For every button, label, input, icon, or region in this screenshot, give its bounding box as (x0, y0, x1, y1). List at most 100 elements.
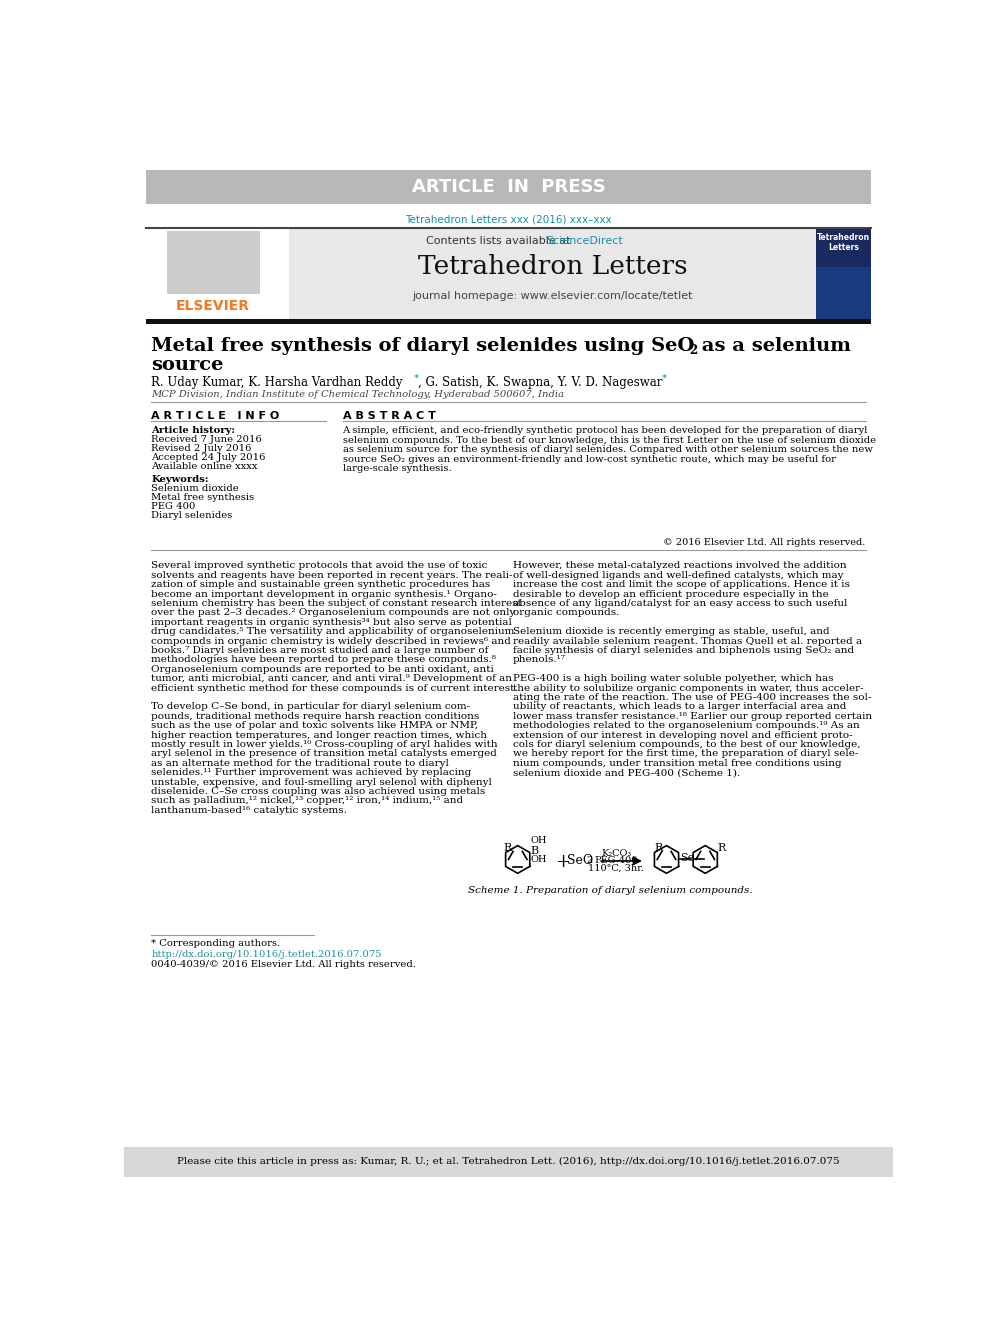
Text: over the past 2–3 decades.² Organoselenium compounds are not only: over the past 2–3 decades.² Organoseleni… (151, 609, 516, 618)
Text: nium compounds, under transition metal free conditions using: nium compounds, under transition metal f… (513, 759, 841, 767)
Text: organic compounds.: organic compounds. (513, 609, 619, 618)
Text: 2: 2 (689, 344, 698, 357)
Text: Selenium dioxide: Selenium dioxide (151, 484, 239, 493)
Bar (146, 228, 289, 319)
Text: Keywords:: Keywords: (151, 475, 208, 484)
Text: Organoselenium compounds are reported to be anti oxidant, anti: Organoselenium compounds are reported to… (151, 664, 494, 673)
Text: 2: 2 (586, 856, 593, 865)
Text: Received 7 June 2016: Received 7 June 2016 (151, 435, 262, 445)
Text: A R T I C L E   I N F O: A R T I C L E I N F O (151, 410, 280, 421)
Text: Available online xxxx: Available online xxxx (151, 462, 258, 471)
Text: higher reaction temperatures, and longer reaction times, which: higher reaction temperatures, and longer… (151, 730, 487, 740)
Text: lanthanum-based¹⁶ catalytic systems.: lanthanum-based¹⁶ catalytic systems. (151, 806, 347, 815)
Text: http://dx.doi.org/10.1016/j.tetlet.2016.07.075: http://dx.doi.org/10.1016/j.tetlet.2016.… (151, 950, 382, 959)
Text: 110°C, 3hr.: 110°C, 3hr. (588, 864, 644, 873)
Text: , G. Satish, K. Swapna, Y. V. D. Nageswar: , G. Satish, K. Swapna, Y. V. D. Nageswa… (419, 376, 663, 389)
Text: Several improved synthetic protocols that avoid the use of toxic: Several improved synthetic protocols tha… (151, 561, 487, 570)
Bar (146, 171, 871, 204)
Text: lower mass transfer resistance.¹⁸ Earlier our group reported certain: lower mass transfer resistance.¹⁸ Earlie… (513, 712, 872, 721)
Text: Scheme 1. Preparation of diaryl selenium compounds.: Scheme 1. Preparation of diaryl selenium… (468, 886, 753, 896)
Text: To develop C–Se bond, in particular for diaryl selenium com-: To develop C–Se bond, in particular for … (151, 703, 470, 712)
Text: ARTICLE  IN  PRESS: ARTICLE IN PRESS (412, 179, 605, 196)
Text: PEG 400: PEG 400 (151, 503, 195, 511)
Text: pounds, traditional methods require harsh reaction conditions: pounds, traditional methods require hars… (151, 712, 479, 721)
Text: methodologies related to the organoselenium compounds.¹⁹ As an: methodologies related to the organoselen… (513, 721, 860, 730)
Text: *: * (662, 373, 667, 382)
Text: the ability to solubilize organic components in water, thus acceler-: the ability to solubilize organic compon… (513, 684, 864, 693)
Text: readily available selenium reagent. Thomas Quell et al. reported a: readily available selenium reagent. Thom… (513, 636, 862, 646)
Text: methodologies have been reported to prepare these compounds.⁸: methodologies have been reported to prep… (151, 655, 496, 664)
Bar (124, 1147, 893, 1177)
Text: R: R (504, 843, 512, 852)
Text: OH: OH (530, 836, 547, 845)
Text: A simple, efficient, and eco-friendly synthetic protocol has been developed for : A simple, efficient, and eco-friendly sy… (342, 426, 868, 435)
Bar (167, 232, 260, 294)
Text: source SeO₂ gives an environment-friendly and low-cost synthetic route, which ma: source SeO₂ gives an environment-friendl… (342, 455, 835, 464)
Text: Metal free synthesis of diaryl selenides using SeO: Metal free synthesis of diaryl selenides… (151, 337, 694, 356)
Text: as selenium source for the synthesis of diaryl selenides. Compared with other se: as selenium source for the synthesis of … (342, 446, 872, 454)
Text: selenium compounds. To the best of our knowledge, this is the first Letter on th: selenium compounds. To the best of our k… (342, 435, 876, 445)
Text: selenium dioxide and PEG-400 (Scheme 1).: selenium dioxide and PEG-400 (Scheme 1). (513, 769, 740, 777)
Text: mostly result in lower yields.¹⁰ Cross-coupling of aryl halides with: mostly result in lower yields.¹⁰ Cross-c… (151, 740, 498, 749)
Text: phenols.¹⁷: phenols.¹⁷ (513, 655, 565, 664)
Text: diselenide. C–Se cross coupling was also achieved using metals: diselenide. C–Se cross coupling was also… (151, 787, 485, 796)
Text: of well-designed ligands and well-defined catalysts, which may: of well-designed ligands and well-define… (513, 570, 843, 579)
Text: selenides.¹¹ Further improvement was achieved by replacing: selenides.¹¹ Further improvement was ach… (151, 769, 471, 777)
Text: ating the rate of the reaction. The use of PEG-400 increases the sol-: ating the rate of the reaction. The use … (513, 693, 871, 703)
Bar (146, 319, 871, 324)
Text: Article history:: Article history: (151, 426, 235, 435)
Text: R: R (654, 843, 663, 852)
Text: desirable to develop an efficient procedure especially in the: desirable to develop an efficient proced… (513, 590, 828, 598)
Text: Accepted 24 July 2016: Accepted 24 July 2016 (151, 452, 266, 462)
Text: cols for diaryl selenium compounds, to the best of our knowledge,: cols for diaryl selenium compounds, to t… (513, 740, 860, 749)
Text: OH: OH (530, 855, 547, 864)
Text: source: source (151, 356, 223, 374)
Text: Tetrahedron Letters xxx (2016) xxx–xxx: Tetrahedron Letters xxx (2016) xxx–xxx (405, 214, 612, 225)
Text: Se: Se (681, 853, 694, 864)
Text: journal homepage: www.elsevier.com/locate/tetlet: journal homepage: www.elsevier.com/locat… (413, 291, 692, 302)
Text: R. Uday Kumar, K. Harsha Vardhan Reddy: R. Uday Kumar, K. Harsha Vardhan Reddy (151, 376, 403, 389)
Text: aryl selenol in the presence of transition metal catalysts emerged: aryl selenol in the presence of transiti… (151, 749, 497, 758)
Text: MCP Division, Indian Institute of Chemical Technology, Hyderabad 500607, India: MCP Division, Indian Institute of Chemic… (151, 390, 564, 398)
Text: ScienceDirect: ScienceDirect (547, 235, 623, 246)
Bar (816, 228, 871, 266)
Text: ubility of reactants, which leads to a larger interfacial area and: ubility of reactants, which leads to a l… (513, 703, 846, 712)
Text: * Corresponding authors.: * Corresponding authors. (151, 939, 281, 947)
Text: tumor, anti microbial, anti cancer, and anti viral.⁹ Development of an: tumor, anti microbial, anti cancer, and … (151, 675, 512, 683)
Text: R: R (717, 843, 726, 852)
Text: © 2016 Elsevier Ltd. All rights reserved.: © 2016 Elsevier Ltd. All rights reserved… (664, 537, 866, 546)
Text: Contents lists available at: Contents lists available at (427, 235, 574, 246)
Text: we hereby report for the first time, the preparation of diaryl sele-: we hereby report for the first time, the… (513, 749, 858, 758)
Text: compounds in organic chemistry is widely described in reviews⁶ and: compounds in organic chemistry is widely… (151, 636, 511, 646)
Text: Please cite this article in press as: Kumar, R. U.; et al. Tetrahedron Lett. (20: Please cite this article in press as: Ku… (178, 1156, 839, 1166)
Text: +: + (555, 853, 569, 872)
Text: Tetrahedron Letters: Tetrahedron Letters (418, 254, 687, 279)
Text: Diaryl selenides: Diaryl selenides (151, 511, 232, 520)
Text: Tetrahedron
Letters: Tetrahedron Letters (816, 233, 870, 253)
Text: important reagents in organic synthesis³⁴ but also serve as potential: important reagents in organic synthesis³… (151, 618, 512, 627)
Bar (816, 228, 871, 319)
Text: Selenium dioxide is recently emerging as stable, useful, and: Selenium dioxide is recently emerging as… (513, 627, 829, 636)
Text: ELSEVIER: ELSEVIER (177, 299, 250, 314)
Text: *: * (414, 373, 419, 382)
Text: extension of our interest in developing novel and efficient proto-: extension of our interest in developing … (513, 730, 853, 740)
Text: 0040-4039/© 2016 Elsevier Ltd. All rights reserved.: 0040-4039/© 2016 Elsevier Ltd. All right… (151, 959, 416, 968)
Text: selenium chemistry has been the subject of constant research interest: selenium chemistry has been the subject … (151, 599, 522, 609)
Text: books.⁷ Diaryl selenides are most studied and a large number of: books.⁷ Diaryl selenides are most studie… (151, 646, 488, 655)
Bar (289, 228, 816, 319)
Text: SeO: SeO (567, 855, 593, 867)
Text: facile synthesis of diaryl selenides and biphenols using SeO₂ and: facile synthesis of diaryl selenides and… (513, 646, 854, 655)
Text: Metal free synthesis: Metal free synthesis (151, 493, 254, 503)
Text: as a selenium: as a selenium (695, 337, 851, 356)
Text: However, these metal-catalyzed reactions involved the addition: However, these metal-catalyzed reactions… (513, 561, 847, 570)
Text: PEG-400 is a high boiling water soluble polyether, which has: PEG-400 is a high boiling water soluble … (513, 675, 833, 683)
Text: become an important development in organic synthesis.¹ Organo-: become an important development in organ… (151, 590, 497, 598)
Text: K₂CO₃: K₂CO₃ (601, 848, 631, 857)
Text: absence of any ligand/catalyst for an easy access to such useful: absence of any ligand/catalyst for an ea… (513, 599, 847, 609)
Text: Revised 2 July 2016: Revised 2 July 2016 (151, 445, 252, 452)
Text: unstable, expensive, and foul-smelling aryl selenol with diphenyl: unstable, expensive, and foul-smelling a… (151, 778, 492, 787)
Text: such as the use of polar and toxic solvents like HMPA or NMP,: such as the use of polar and toxic solve… (151, 721, 478, 730)
Text: A B S T R A C T: A B S T R A C T (342, 410, 435, 421)
Text: drug candidates.⁵ The versatility and applicability of organoselenium: drug candidates.⁵ The versatility and ap… (151, 627, 515, 636)
Text: PEG-400: PEG-400 (594, 856, 638, 865)
